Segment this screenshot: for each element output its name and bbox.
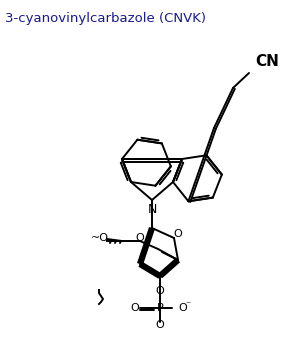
Text: O: O: [174, 229, 182, 239]
Text: 3-cyanovinylcarbazole (CNVK): 3-cyanovinylcarbazole (CNVK): [5, 12, 206, 25]
Text: N: N: [147, 203, 157, 216]
Text: O: O: [130, 303, 139, 313]
Text: O: O: [178, 303, 187, 313]
Text: O: O: [136, 233, 144, 243]
Text: ~O: ~O: [91, 233, 109, 243]
Text: O: O: [156, 320, 164, 330]
Text: ⁻: ⁻: [185, 300, 190, 310]
Text: P: P: [157, 303, 163, 313]
Text: CN: CN: [255, 54, 279, 69]
Text: O: O: [156, 286, 164, 296]
